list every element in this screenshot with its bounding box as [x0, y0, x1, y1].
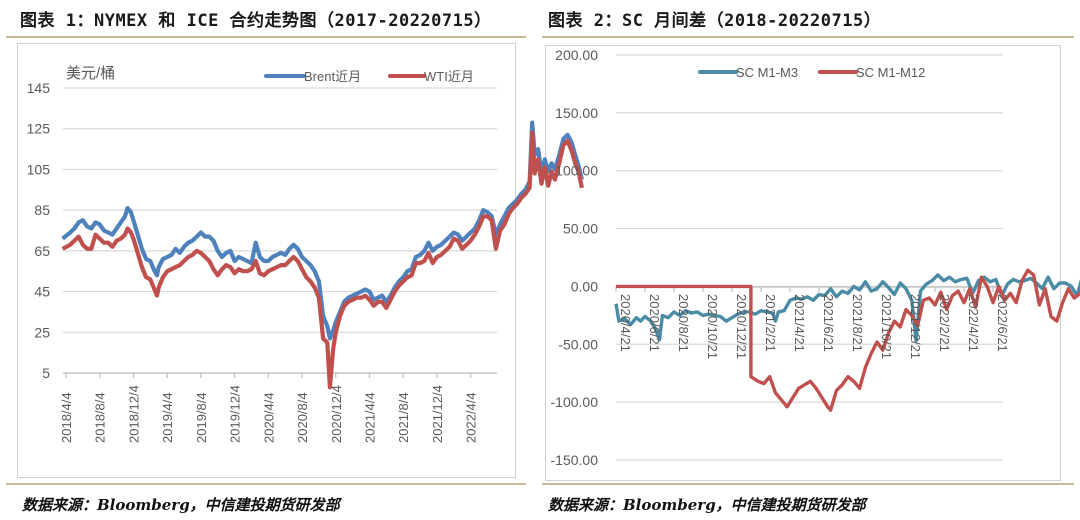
- figure-2-title: 图表 2：SC 月间差（2018-20220715）: [548, 11, 882, 31]
- x-tick-label: 2021/4/21: [792, 294, 807, 352]
- y-tick-label: 150.00: [555, 105, 598, 121]
- y-tick-label: 5: [42, 365, 50, 381]
- x-tick-label: 2020/4/4: [261, 392, 276, 443]
- chart-1-y-axis-labels: 145 125 105 85 65 45 25 5: [27, 80, 51, 381]
- x-tick-label: 2022/2/21: [937, 294, 952, 352]
- x-tick-label: 2021/10/21: [879, 294, 894, 359]
- y-tick-label: 0.00: [571, 278, 598, 294]
- figure-1-top-divider: [6, 36, 526, 38]
- x-tick-label: 2022/4/4: [464, 392, 479, 443]
- y-tick-label: 100.00: [555, 163, 598, 179]
- chart-2-legend: SC M1-M3 SC M1-M12: [698, 65, 925, 80]
- x-tick-label: 2019/8/4: [194, 392, 209, 443]
- series-line-0: [614, 273, 1080, 343]
- x-tick-label: 2020/12/21: [734, 294, 749, 359]
- y-tick-label: 145: [27, 80, 51, 96]
- x-tick-label: 2020/8/4: [295, 392, 310, 443]
- series-line-1: [616, 268, 1080, 412]
- x-tick-label: 2021/12/4: [430, 385, 445, 443]
- y-tick-label: -150.00: [551, 452, 599, 468]
- figure-1-bottom-divider: [6, 483, 526, 485]
- x-tick-label: 2019/4/4: [160, 392, 175, 443]
- chart-2-frame: [545, 45, 1061, 481]
- chart-1-legend: Brent近月 WTI近月: [264, 69, 474, 84]
- y-tick-label: 50.00: [563, 221, 598, 237]
- chart-2-series-lines: [614, 268, 1080, 412]
- figure-1-source-note: 数据来源：Bloomberg，中信建投期货研发部: [22, 496, 340, 514]
- y-tick-label: 85: [34, 202, 50, 218]
- x-tick-label: 2020/4/21: [618, 294, 633, 352]
- y-tick-label: -50.00: [558, 336, 598, 352]
- chart-2-x-axis-labels: 2020/4/21 2020/6/21 2020/8/21 2020/10/21 202…: [618, 294, 1010, 359]
- series-line-0: [61, 120, 584, 341]
- figure-2-bottom-divider: [542, 483, 1074, 485]
- series-line-1: [61, 130, 584, 390]
- y-tick-label: -100.00: [551, 394, 599, 410]
- chart-2-y-axis-labels: 200.00 150.00 100.00 50.00 0.00 -50.00 -100.00…: [551, 47, 599, 468]
- legend-label-brent: Brent近月: [304, 69, 361, 84]
- legend-label-m1-m12: SC M1-M12: [856, 65, 925, 80]
- x-tick-label: 2020/10/21: [705, 294, 720, 359]
- y-tick-label: 105: [27, 161, 51, 177]
- x-tick-label: 2020/12/4: [329, 385, 344, 443]
- figure-2-source-note: 数据来源：Bloomberg，中信建投期货研发部: [548, 496, 866, 514]
- x-tick-label: 2019/12/4: [228, 385, 243, 443]
- x-tick-label: 2018/4/4: [59, 392, 74, 443]
- x-tick-label: 2021/8/21: [850, 294, 865, 352]
- chart-1-y-unit-label: 美元/桶: [66, 65, 115, 82]
- figure-1-title: 图表 1：NYMEX 和 ICE 合约走势图（2017-20220715）: [20, 11, 492, 31]
- legend-label-wti: WTI近月: [424, 69, 474, 84]
- chart-1-x-axis-labels: 2018/4/4 2018/8/4 2018/12/4 2019/4/4 2019/8/…: [59, 385, 479, 443]
- x-tick-label: 2022/4/21: [966, 294, 981, 352]
- x-tick-label: 2021/8/4: [396, 392, 411, 443]
- y-tick-label: 45: [34, 284, 50, 300]
- chart-2-gridlines: [615, 54, 1003, 461]
- x-tick-label: 2021/6/21: [821, 294, 836, 352]
- y-tick-label: 25: [34, 324, 50, 340]
- y-tick-label: 200.00: [555, 47, 598, 63]
- y-tick-label: 65: [34, 243, 50, 259]
- x-tick-label: 2021/12/21: [908, 294, 923, 359]
- x-tick-label: 2018/12/4: [126, 385, 141, 443]
- x-tick-label: 2020/6/21: [647, 294, 662, 352]
- figure-2-top-divider: [542, 36, 1074, 38]
- x-tick-label: 2018/8/4: [93, 392, 108, 443]
- x-tick-label: 2020/8/21: [676, 294, 691, 352]
- x-tick-label: 2021/4/4: [362, 392, 377, 443]
- chart-1-series-lines: [61, 120, 584, 390]
- x-tick-label: 2021/2/21: [763, 294, 778, 352]
- legend-label-m1-m3: SC M1-M3: [736, 65, 798, 80]
- x-tick-label: 2022/6/21: [995, 294, 1010, 352]
- y-tick-label: 125: [27, 121, 51, 137]
